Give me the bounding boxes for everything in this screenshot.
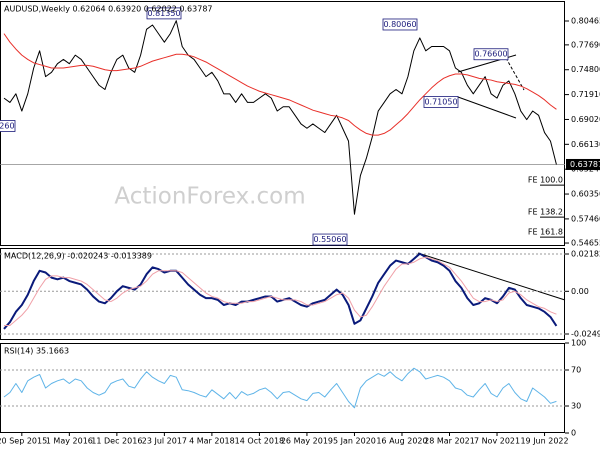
panel-title: MACD(12,26,9) -0.020243 -0.013389 <box>4 252 152 261</box>
y-tick-label: -0.02497 <box>571 329 600 338</box>
last-price-label: 0.63787 <box>570 160 600 169</box>
watermark: ActionForex.com <box>114 184 305 210</box>
price-annotation-label: 0.81350 <box>147 9 180 18</box>
y-tick-label: 0 <box>571 429 576 438</box>
panel-title: RSI(14) 35.1663 <box>4 347 69 356</box>
series-line <box>3 252 558 330</box>
fibonacci-label: FE 161.8 <box>528 228 563 237</box>
price-annotation <box>146 7 182 20</box>
panel-frame <box>0 343 565 433</box>
y-tick-label: 70 <box>571 366 581 375</box>
price-annotation <box>423 96 459 108</box>
x-tick-label: 4 Mar 2018 <box>189 437 235 446</box>
series-line <box>3 33 557 136</box>
x-tick-label: 19 Jun 2022 <box>520 437 568 446</box>
x-tick-label: 1 May 2016 <box>46 437 93 446</box>
panel-frame <box>0 248 565 340</box>
x-tick-label: 14 Oct 2018 <box>235 437 284 446</box>
price-annotation <box>0 120 16 132</box>
x-tick-label: 20 Sep 2015 <box>0 437 47 446</box>
series-line <box>4 256 557 326</box>
series-line <box>3 20 557 215</box>
panel-title: AUDUSD,Weekly 0.62064 0.63920 0.62022 0.… <box>4 5 213 14</box>
last-price-box <box>566 158 600 170</box>
series-line <box>3 367 557 409</box>
channel-lower <box>457 96 517 119</box>
fibonacci-label: FE 100.0 <box>528 176 563 185</box>
price-annotation-label: 0.68260 <box>0 121 15 130</box>
price-annotation <box>382 18 418 31</box>
price-annotation-label: 0.80060 <box>383 20 416 29</box>
y-tick-label: 0.80465 <box>571 17 600 26</box>
y-tick-label: 0.02182 <box>571 250 600 259</box>
x-tick-label: 23 Jul 2017 <box>142 437 187 446</box>
y-tick-label: 0.54655 <box>571 239 600 248</box>
macd-trendline <box>417 252 566 301</box>
price-annotation <box>473 48 509 61</box>
x-tick-label: 5 Jan 2020 <box>333 437 376 446</box>
x-tick-label: 7 Nov 2021 <box>474 437 520 446</box>
price-annotation <box>312 233 348 246</box>
price-annotation-label: 0.55060 <box>313 235 346 244</box>
y-tick-label: 30 <box>571 402 581 411</box>
x-tick-label: 28 Mar 2021 <box>424 437 475 446</box>
price-annotation-label: 0.76600 <box>474 50 507 59</box>
y-tick-label: 100 <box>571 339 586 348</box>
fibonacci-label: FE 138.2 <box>528 208 563 217</box>
x-tick-label: 16 Aug 2020 <box>376 437 427 446</box>
trend-dashed <box>505 57 525 91</box>
y-tick-label: 0.00 <box>571 287 589 296</box>
x-tick-label: 11 Dec 2016 <box>91 437 142 446</box>
x-tick-label: 26 May 2019 <box>281 437 333 446</box>
price-annotation-label: 0.71050 <box>424 97 457 106</box>
